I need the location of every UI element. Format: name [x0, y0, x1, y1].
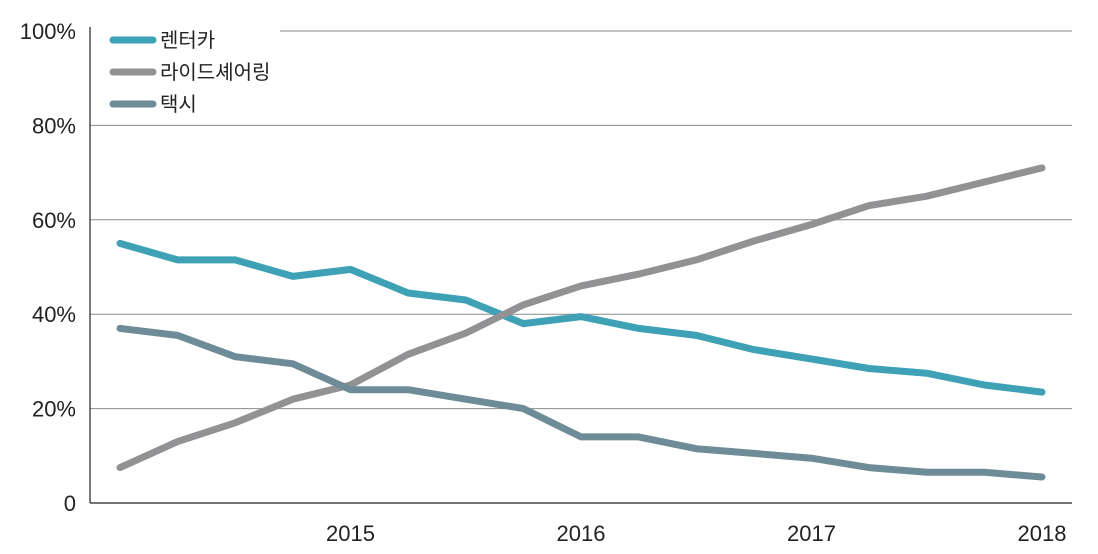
series-line-2: [116, 164, 1046, 472]
series-line-1: [116, 239, 1046, 396]
x-axis-ticks: 2015 2016 2017 2018: [326, 521, 1067, 546]
y-tick-label: 40%: [32, 302, 76, 327]
x-tick-label: 2015: [326, 521, 375, 546]
legend-label: 라이드셰어링: [160, 60, 270, 84]
y-tick-label: 80%: [32, 113, 76, 138]
y-tick-label: 20%: [32, 397, 76, 422]
y-axis-ticks: 0 20% 40% 60% 80% 100%: [20, 19, 76, 516]
legend-label: 렌터카: [160, 28, 215, 52]
axes: [89, 27, 1072, 504]
series-lines: [116, 164, 1046, 481]
y-tick-label: 100%: [20, 19, 76, 44]
series-line-3: [116, 324, 1046, 481]
x-tick-label: 2017: [787, 521, 836, 546]
y-tick-label: 0: [64, 491, 76, 516]
legend-label: 택시: [160, 92, 197, 116]
x-tick-label: 2018: [1018, 521, 1067, 546]
gridlines: [90, 30, 1072, 410]
x-tick-label: 2016: [557, 521, 606, 546]
y-tick-label: 60%: [32, 208, 76, 233]
